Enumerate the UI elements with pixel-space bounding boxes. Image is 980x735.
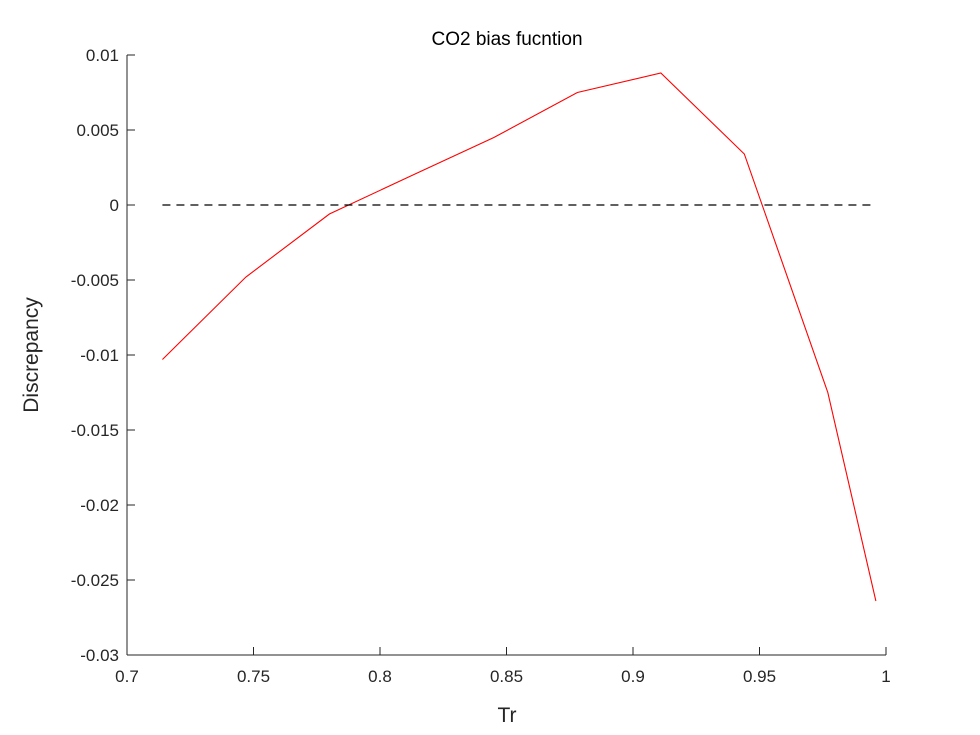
chart-title: CO2 bias fucntion <box>431 29 582 50</box>
x-tick-label-0: 0.7 <box>115 667 139 686</box>
x-tick-label-6: 1 <box>881 667 890 686</box>
ticks-layer: 0.7 0.75 0.8 0.85 0.9 0.95 1 0.01 0.005 0 -0.005 -0… <box>71 46 891 686</box>
y-tick-label-7: -0.025 <box>71 571 119 590</box>
series-layer <box>162 72 877 602</box>
y-tick-label-3: -0.005 <box>71 271 119 290</box>
y-tick-label-6: -0.02 <box>80 496 119 515</box>
y-tick-label-4: -0.01 <box>80 346 119 365</box>
x-tick-label-1: 0.75 <box>237 667 270 686</box>
x-tick-label-5: 0.95 <box>743 667 776 686</box>
x-tick-label-4: 0.9 <box>621 667 645 686</box>
series-line-0 <box>162 72 877 602</box>
y-tick-label-2: 0 <box>110 196 119 215</box>
y-axis-label: Discrepancy <box>20 297 43 413</box>
axes-layer <box>126 55 886 656</box>
y-tick-label-1: 0.005 <box>76 121 119 140</box>
x-axis-label: Tr <box>497 704 516 727</box>
y-tick-label-8: -0.03 <box>80 646 119 665</box>
x-tick-label-2: 0.8 <box>368 667 392 686</box>
y-tick-label-0: 0.01 <box>86 46 119 65</box>
x-tick-label-3: 0.85 <box>490 667 523 686</box>
y-tick-label-5: -0.015 <box>71 421 119 440</box>
